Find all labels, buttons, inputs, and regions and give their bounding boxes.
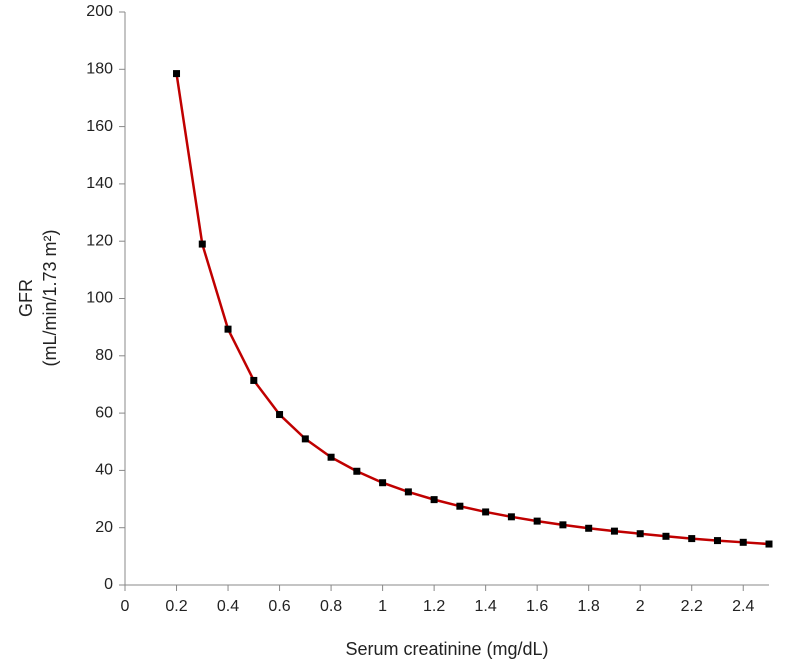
marker [430,496,438,504]
y-tick-label: 80 [95,347,113,364]
marker [507,513,515,521]
marker [662,532,670,540]
x-tick-label: 1.4 [475,598,497,615]
x-tick-label: 0.8 [320,598,342,615]
marker [353,467,361,475]
x-tick-label: 2.4 [732,598,754,615]
y-tick-label: 200 [86,3,113,20]
marker [404,488,412,496]
marker [482,508,490,516]
marker [379,479,387,487]
x-tick-label: 2.2 [681,598,703,615]
x-tick-label: 1 [378,598,387,615]
x-tick-label: 1.2 [423,598,445,615]
marker [765,540,773,548]
y-axis-title: GFR (mL/min/1.73 m²) [16,229,60,366]
marker [456,502,464,510]
marker [224,325,232,333]
y-tick-label: 0 [104,576,113,593]
marker [713,537,721,545]
marker [198,240,206,248]
marker [250,376,258,384]
marker [276,411,284,419]
line [175,73,770,546]
marker [559,521,567,529]
y-tick-label: 120 [86,232,113,249]
marker [610,527,618,535]
y-tick-label: 180 [86,61,113,78]
y-tick-label: 100 [86,290,113,307]
marker [585,524,593,532]
x-tick-label: 0.6 [268,598,290,615]
y-tick-label: 20 [95,519,113,536]
y-tick-label: 60 [95,404,113,421]
x-tick-label: 1.8 [578,598,600,615]
y-axis-title-line: (mL/min/1.73 m²) [40,229,60,366]
y-tick-label: 40 [95,462,113,479]
x-tick-label: 1.6 [526,598,548,615]
x-tick-label: 2 [636,598,645,615]
marker [636,530,644,538]
marker [688,535,696,543]
marker [173,70,181,78]
marker [739,538,747,546]
marker [533,517,541,525]
x-tick-label: 0 [121,598,130,615]
y-axis-title-line: GFR [16,279,36,317]
y-tick-label: 160 [86,118,113,135]
marker [301,435,309,443]
x-axis-title: Serum creatinine (mg/dL) [345,639,548,659]
marker [327,453,335,461]
x-tick-label: 0.4 [217,598,239,615]
y-tick-label: 140 [86,175,113,192]
x-tick-label: 0.2 [165,598,187,615]
